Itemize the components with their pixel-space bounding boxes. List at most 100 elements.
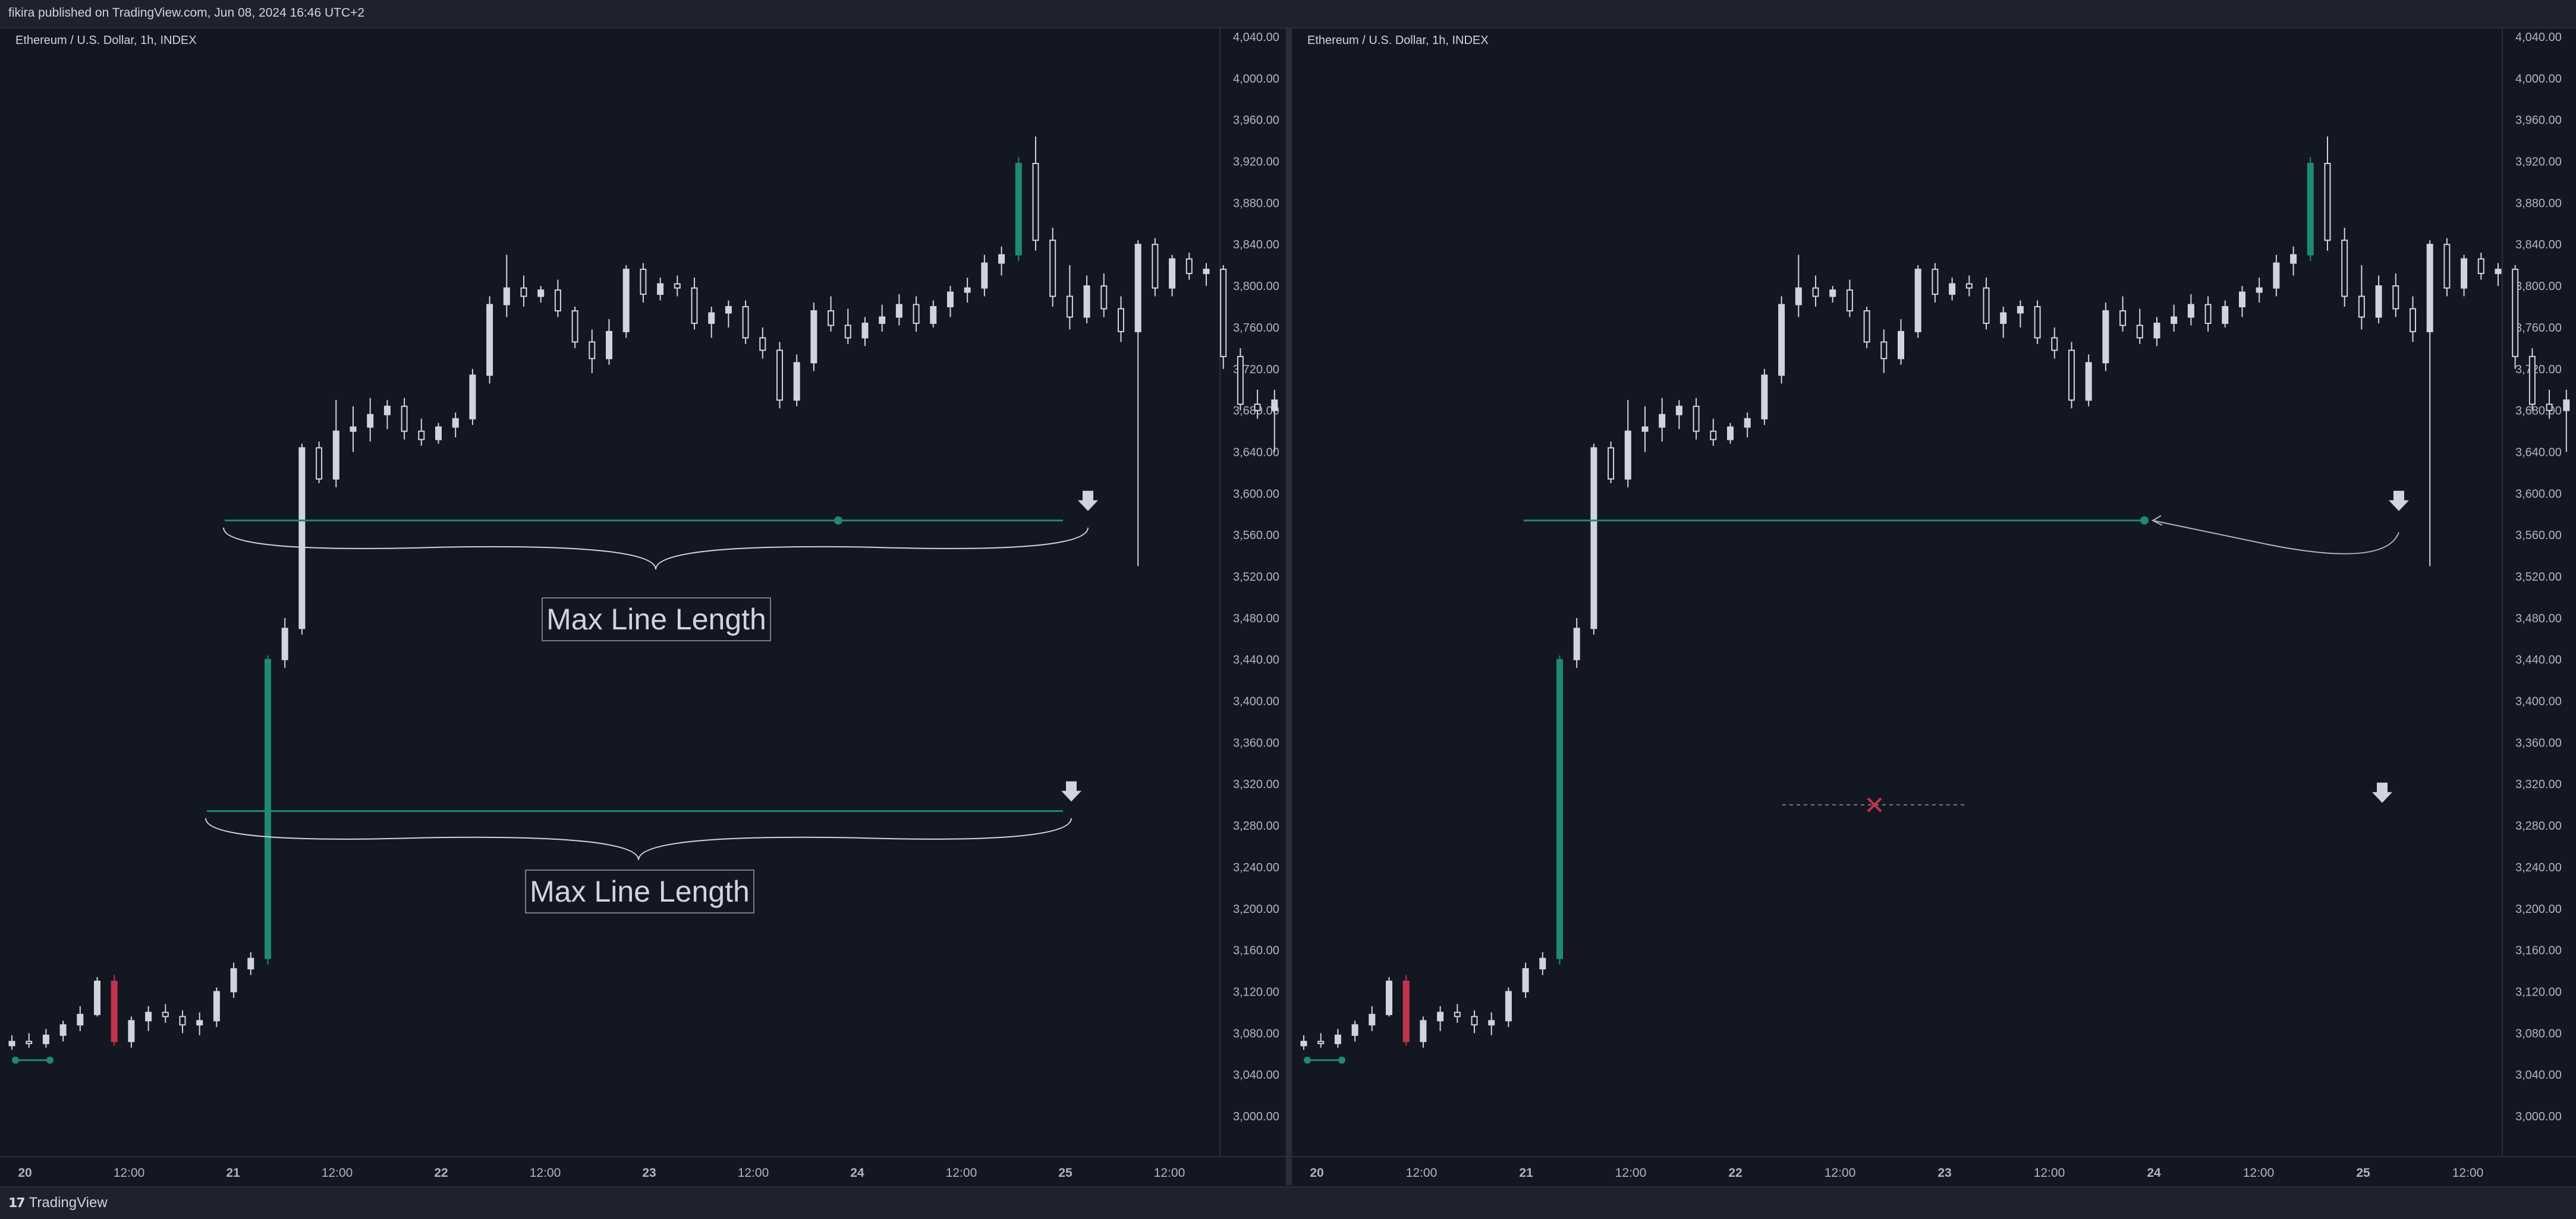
x-tick-label: 22: [1728, 1166, 1742, 1180]
level-dot: [1338, 1056, 1345, 1064]
y-tick-label: 3,440.00: [2515, 654, 2562, 667]
candle-body: [981, 262, 988, 289]
y-tick-label: 3,000.00: [1233, 1110, 1279, 1123]
candle-body: [1727, 426, 1734, 440]
x-tick-label: 12:00: [946, 1166, 977, 1180]
candle-body: [469, 374, 476, 420]
candle-body: [1220, 269, 1227, 357]
chart-panel-right[interactable]: Ethereum / U.S. Dollar, 1h, INDEX 4,040.0…: [1292, 29, 2576, 1185]
candle-body: [1334, 1034, 1341, 1044]
candle-body: [2017, 306, 2024, 314]
candle-body: [2273, 262, 2280, 289]
candle-body: [1744, 418, 1751, 428]
candle-body: [2171, 316, 2178, 324]
publish-info: fikira published on TradingView.com, Jun…: [8, 6, 365, 20]
candle-body: [2290, 254, 2297, 264]
y-tick-label: 3,120.00: [2515, 985, 2562, 998]
y-tick-label: 3,880.00: [2515, 197, 2562, 210]
candle-body: [2222, 306, 2229, 324]
sell-arrow-icon: [2389, 490, 2409, 511]
panel-separator[interactable]: [1286, 29, 1292, 1185]
y-tick-label: 3,360.00: [2515, 736, 2562, 749]
y-tick-label: 3,600.00: [2515, 487, 2562, 500]
candle-body: [94, 981, 100, 1015]
candle-body: [1402, 981, 1410, 1042]
candle-body: [895, 304, 902, 318]
y-tick-label: 3,760.00: [2515, 322, 2562, 335]
x-tick-label: 25: [1058, 1166, 1072, 1180]
x-tick-label: 24: [850, 1166, 864, 1180]
candle-body: [2256, 287, 2263, 293]
sell-arrow-icon: [2372, 782, 2392, 803]
candle-body: [77, 1013, 84, 1026]
candle-body: [1237, 355, 1244, 405]
brand-name: TradingView: [29, 1195, 108, 1211]
chart-svg-left[interactable]: Ethereum / U.S. Dollar, 1h, INDEX 4,040.0…: [0, 29, 1286, 1185]
candle-body: [1169, 258, 1176, 289]
candle-body: [1624, 430, 1631, 480]
candle-body: [1880, 341, 1888, 360]
x-tick-label: 24: [2147, 1166, 2161, 1180]
candle-body: [1812, 287, 1819, 297]
candle-body: [537, 289, 545, 297]
x-tick-label: 12:00: [2243, 1166, 2275, 1180]
candle-body: [367, 414, 374, 428]
candle-body: [708, 312, 715, 324]
candle-body: [2426, 244, 2433, 332]
candle-body: [964, 287, 971, 293]
candle-body: [2512, 269, 2519, 357]
y-tick-label: 3,640.00: [1233, 446, 1279, 459]
candle-body: [247, 957, 254, 970]
candle-body: [1932, 269, 1939, 295]
symbol-title: Ethereum / U.S. Dollar, 1h, INDEX: [1307, 34, 1489, 47]
y-tick-label: 3,160.00: [2515, 944, 2562, 957]
x-tick-label: 12:00: [1825, 1166, 1856, 1180]
chart-svg-right[interactable]: Ethereum / U.S. Dollar, 1h, INDEX 4,040.0…: [1292, 29, 2576, 1185]
x-tick-label: 20: [1310, 1166, 1323, 1180]
candle-body: [145, 1012, 152, 1022]
candle-body: [1641, 426, 1649, 432]
candle-body: [503, 287, 510, 305]
candle-body: [281, 628, 288, 660]
x-tick-label: 12:00: [1615, 1166, 1647, 1180]
candle-body: [742, 306, 749, 339]
candle-body: [2375, 285, 2382, 318]
candle-body: [1300, 1041, 1307, 1047]
candle-body: [435, 426, 442, 440]
y-tick-label: 3,280.00: [1233, 820, 1279, 833]
annotation-label-lower: Max Line Length: [530, 875, 750, 908]
candle-body: [1049, 240, 1056, 297]
symbol-title: Ethereum / U.S. Dollar, 1h, INDEX: [15, 34, 197, 47]
candle-body: [2204, 304, 2212, 324]
candle-body: [1420, 1020, 1427, 1042]
candle-body: [2187, 304, 2194, 318]
candle-body: [1949, 283, 1956, 295]
candle-body: [759, 337, 766, 351]
candle-body: [554, 289, 561, 311]
chart-panel-left[interactable]: Ethereum / U.S. Dollar, 1h, INDEX 4,040.0…: [0, 29, 1286, 1185]
y-tick-label: 3,400.00: [2515, 695, 2562, 708]
candle-body: [2563, 399, 2570, 411]
tradingview-logo[interactable]: 𝟭𝟳 TradingView: [8, 1195, 108, 1211]
y-tick-label: 3,080.00: [2515, 1027, 2562, 1040]
candle-body: [1488, 1020, 1495, 1026]
candle-body: [657, 283, 664, 295]
candle-body: [844, 325, 851, 339]
candle-body: [59, 1024, 67, 1036]
candle-body: [1675, 405, 1682, 415]
max-line-dot: [834, 516, 842, 525]
candle-body: [1965, 283, 1973, 289]
brace-lower: [205, 818, 1072, 861]
annotation-label-upper: Max Line Length: [546, 603, 766, 636]
x-tick-label: 12:00: [1406, 1166, 1438, 1180]
candle-body: [2102, 310, 2109, 364]
candle-body: [8, 1041, 15, 1047]
candle-body: [861, 322, 869, 339]
candle-body: [2085, 362, 2092, 401]
candle-body: [879, 316, 886, 324]
candle-body: [828, 310, 835, 326]
level-dot: [1304, 1056, 1311, 1064]
x-tick-label: 23: [1937, 1166, 1951, 1180]
candle-body: [265, 659, 271, 959]
candle-body: [2461, 258, 2468, 289]
